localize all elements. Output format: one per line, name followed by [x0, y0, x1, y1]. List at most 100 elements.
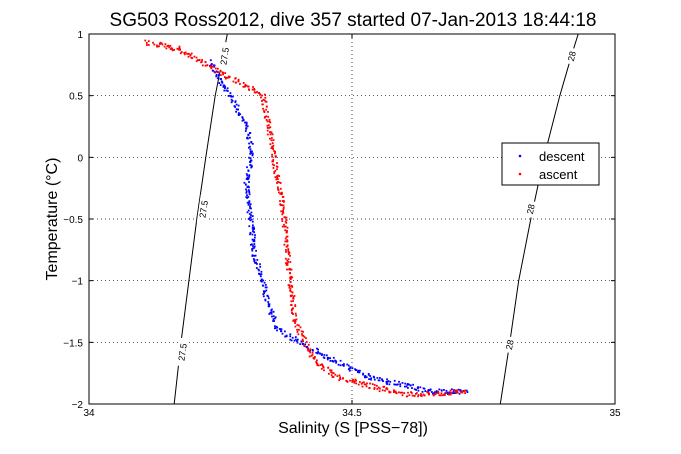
data-point-descent [256, 263, 258, 265]
data-point-ascent [353, 380, 356, 383]
contour-label-bg [503, 335, 517, 354]
data-point-descent [325, 354, 328, 357]
data-point-descent [268, 303, 271, 306]
data-point-ascent [282, 208, 285, 210]
chart-title: SG503 Ross2012, dive 357 started 07-Jan-… [110, 10, 597, 31]
data-point-ascent [266, 133, 269, 136]
data-point-ascent [407, 391, 409, 394]
y-tick-label: −0.5 [63, 215, 83, 226]
data-point-ascent [271, 163, 274, 166]
data-point-descent [246, 211, 249, 214]
data-point-ascent [268, 127, 271, 129]
data-point-ascent [270, 139, 273, 142]
data-point-descent [258, 273, 261, 276]
data-point-descent [249, 216, 252, 219]
data-point-descent [218, 82, 221, 84]
data-point-ascent [445, 392, 448, 394]
data-point-descent [411, 387, 413, 389]
data-point-descent [304, 343, 307, 346]
data-point-ascent [269, 131, 271, 133]
data-point-ascent [177, 48, 180, 51]
data-point-descent [249, 145, 251, 148]
data-point-ascent [426, 391, 428, 393]
data-point-descent [408, 383, 410, 386]
data-point-descent [424, 390, 427, 392]
data-point-descent [323, 357, 326, 359]
contour-label-group: 28 [524, 200, 538, 218]
data-point-ascent [291, 284, 293, 287]
density-contours: 27.5 27.5 27.5 28 28 28 [173, 33, 579, 405]
data-point-descent [251, 142, 254, 145]
legend-marker-ascent [518, 172, 522, 176]
data-point-ascent [284, 237, 287, 240]
data-point-ascent [276, 175, 278, 178]
data-point-descent [249, 219, 252, 222]
data-point-ascent [375, 384, 378, 387]
data-point-descent [251, 248, 253, 250]
data-point-ascent [316, 362, 319, 365]
contour-label-bg [524, 200, 538, 218]
contour-label-group: 27.5 [217, 41, 232, 71]
data-point-descent [365, 376, 368, 379]
data-point-ascent [272, 144, 275, 147]
data-point-ascent [245, 84, 248, 87]
data-point-descent [466, 391, 469, 393]
data-point-descent [422, 387, 425, 390]
data-point-ascent [270, 131, 272, 134]
data-point-descent [395, 383, 398, 386]
data-point-descent [299, 343, 302, 345]
data-point-descent [248, 186, 250, 189]
data-point-ascent [224, 77, 227, 80]
data-point-ascent [273, 172, 276, 175]
data-point-descent [247, 189, 250, 191]
data-point-descent [215, 73, 218, 76]
data-point-ascent [262, 103, 264, 106]
data-point-ascent [169, 48, 172, 50]
data-point-descent [250, 211, 253, 214]
data-point-descent [250, 214, 252, 217]
data-point-descent [253, 259, 256, 261]
data-point-ascent [453, 389, 455, 392]
data-point-ascent [212, 65, 215, 68]
data-point-ascent [286, 240, 288, 243]
data-point-descent [436, 391, 439, 394]
data-point-ascent [330, 369, 333, 372]
data-point-descent [320, 354, 323, 356]
data-point-descent [316, 352, 319, 355]
data-point-descent [247, 137, 249, 140]
data-point-descent [280, 328, 283, 331]
data-point-ascent [274, 176, 277, 178]
data-point-ascent [299, 326, 302, 329]
data-point-ascent [276, 177, 279, 179]
data-point-descent [453, 392, 456, 394]
data-point-ascent [461, 390, 464, 393]
data-point-descent [274, 316, 277, 319]
data-point-ascent [201, 59, 203, 61]
data-point-ascent [279, 204, 282, 206]
data-point-ascent [274, 152, 276, 155]
data-point-descent [246, 166, 248, 169]
data-point-descent [321, 353, 323, 356]
data-point-descent [264, 299, 267, 302]
data-point-descent [251, 153, 254, 156]
data-point-ascent [311, 353, 314, 356]
data-point-descent [235, 108, 238, 111]
data-point-descent [259, 263, 261, 266]
data-point-ascent [163, 45, 166, 48]
data-point-descent [251, 154, 254, 157]
data-point-ascent [222, 73, 224, 76]
data-point-descent [252, 258, 255, 260]
data-point-ascent [292, 320, 295, 322]
data-point-ascent [286, 268, 288, 271]
data-point-descent [386, 383, 388, 385]
data-point-ascent [368, 387, 371, 389]
data-point-descent [226, 90, 229, 92]
y-tick-label: 0.5 [69, 92, 83, 103]
data-point-descent [429, 388, 432, 391]
data-point-ascent [331, 376, 334, 378]
data-point-ascent [272, 148, 274, 150]
data-point-ascent [354, 378, 357, 381]
data-point-ascent [461, 391, 464, 394]
data-point-descent [227, 95, 230, 97]
